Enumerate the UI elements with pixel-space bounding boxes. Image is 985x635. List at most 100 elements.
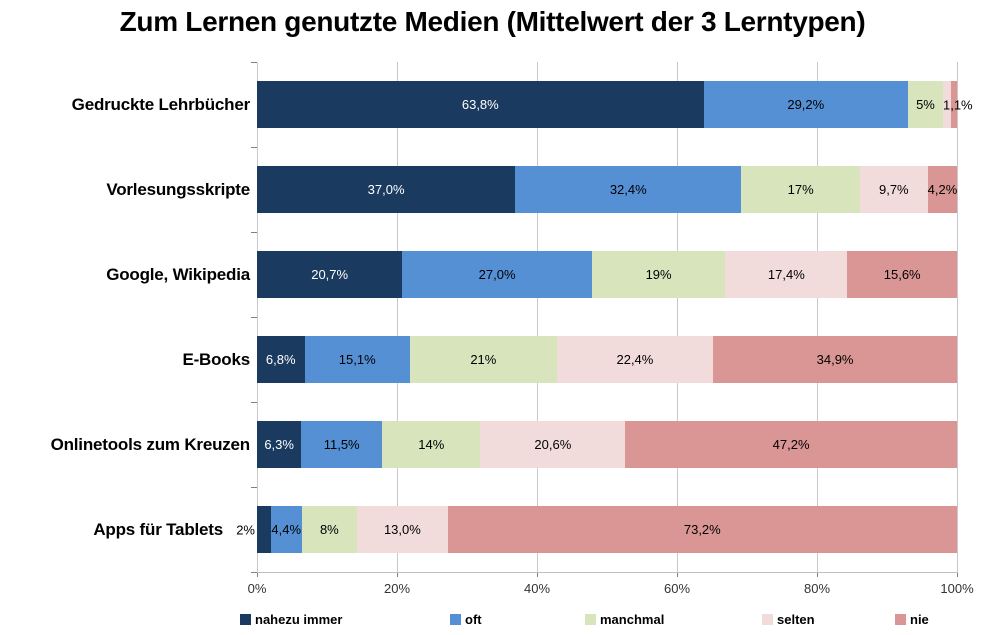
segment-value-label: 8% bbox=[319, 522, 339, 537]
segment-value-label: 37,0% bbox=[367, 182, 405, 197]
bar-segment-selten: 1,1% bbox=[942, 81, 973, 128]
segment-value-label: 32,4% bbox=[609, 182, 647, 197]
category-label-e-books: E-Books bbox=[182, 349, 250, 369]
bar-row-e-books: 6,8% 15,1% 21% 22,4% 34,9% bbox=[257, 336, 957, 383]
y-axis-tick bbox=[251, 487, 257, 488]
segment-value-label: 13,0% bbox=[383, 522, 421, 537]
segment-value-label: 4,2% bbox=[927, 182, 958, 197]
bar-segment-nie: 47,2% bbox=[625, 421, 957, 468]
category-label-vorlesungsskripte: Vorlesungsskripte bbox=[106, 179, 250, 199]
legend-swatch-nahezu-immer bbox=[240, 613, 251, 625]
bar-segment-selten: 9,7% bbox=[859, 166, 928, 213]
legend-swatch-manchmal bbox=[585, 613, 596, 625]
segment-value-label: 15,1% bbox=[338, 352, 376, 367]
bar-segment-nie: 15,6% bbox=[847, 251, 957, 298]
legend-swatch-nie bbox=[895, 613, 906, 625]
legend-item-nie: nie bbox=[895, 611, 929, 627]
x-axis-tick bbox=[397, 572, 398, 577]
bar-segment-nahezu-immer: 6,3% bbox=[257, 421, 302, 468]
bar-segment-selten: 22,4% bbox=[556, 336, 714, 383]
legend-label: oft bbox=[465, 611, 482, 627]
legend-swatch-oft bbox=[450, 613, 461, 625]
legend-label: nahezu immer bbox=[255, 611, 343, 627]
y-axis-tick bbox=[251, 402, 257, 403]
bar-segment-manchmal: 14% bbox=[382, 421, 481, 468]
gridline bbox=[257, 62, 258, 572]
segment-value-label: 63,8% bbox=[461, 97, 499, 112]
segment-value-label: 29,2% bbox=[787, 97, 825, 112]
bar-row-google-wikipedia: 20,7% 27,0% 19% 17,4% 15,6% bbox=[257, 251, 957, 298]
x-axis-tick bbox=[677, 572, 678, 577]
segment-value-label: 17,4% bbox=[767, 267, 805, 282]
bar-row-gedruckte-lehrbücher: 63,8% 29,2% 5% 1,1% bbox=[257, 81, 973, 128]
chart-title: Zum Lernen genutzte Medien (Mittelwert d… bbox=[119, 6, 866, 37]
x-tick-label: 80% bbox=[803, 581, 831, 596]
x-axis-tick bbox=[257, 572, 258, 577]
y-axis-tick bbox=[251, 62, 257, 63]
x-tick-label: 20% bbox=[383, 581, 411, 596]
bar-segment-nahezu-immer: 37,0% bbox=[257, 166, 516, 213]
gridline bbox=[817, 62, 818, 572]
x-tick-label: 60% bbox=[663, 581, 691, 596]
bar-row-vorlesungsskripte: 37,0% 32,4% 17% 9,7% 4,2% bbox=[257, 166, 958, 213]
bar-segment-nahezu-immer: 6,8% bbox=[257, 336, 305, 383]
y-axis-tick bbox=[251, 317, 257, 318]
bar-segment-manchmal: 21% bbox=[409, 336, 557, 383]
x-tick-label: 40% bbox=[523, 581, 551, 596]
bar-segment-manchmal: 8% bbox=[301, 506, 358, 553]
bar-segment-nie bbox=[950, 81, 957, 128]
bar-segment-selten: 13,0% bbox=[357, 506, 448, 553]
legend-swatch-selten bbox=[762, 613, 773, 625]
bar-segment-manchmal: 17% bbox=[741, 166, 860, 213]
segment-value-label: 11,5% bbox=[323, 437, 360, 452]
segment-value-label: 27,0% bbox=[478, 267, 516, 282]
bar-segment-nahezu-immer: 20,7% bbox=[257, 251, 403, 298]
segment-value-label: 6,8% bbox=[265, 352, 296, 367]
bar-segment-nie: 4,2% bbox=[927, 166, 958, 213]
y-axis-tick bbox=[251, 147, 257, 148]
legend-label: selten bbox=[777, 611, 815, 627]
bar-segment-oft: 4,4% bbox=[270, 506, 302, 553]
bar-segment-oft: 27,0% bbox=[402, 251, 592, 298]
category-label-gedruckte-lehrbücher: Gedruckte Lehrbücher bbox=[71, 94, 251, 114]
segment-value-label: 2% bbox=[236, 522, 255, 537]
legend-item-oft: oft bbox=[450, 611, 482, 627]
y-axis-tick bbox=[251, 232, 257, 233]
segment-value-label: 5% bbox=[916, 97, 935, 112]
segment-value-label: 20,6% bbox=[534, 437, 572, 452]
bar-segment-selten: 20,6% bbox=[480, 421, 626, 468]
y-axis-tick bbox=[251, 572, 257, 573]
segment-value-label: 6,3% bbox=[264, 437, 294, 452]
x-axis-tick bbox=[957, 572, 958, 577]
category-label-onlinetools-zum-kreuzen: Onlinetools zum Kreuzen bbox=[50, 434, 251, 454]
segment-value-label: 9,7% bbox=[878, 182, 909, 197]
x-axis-tick bbox=[537, 572, 538, 577]
legend-label: nie bbox=[910, 611, 929, 627]
segment-value-label: 73,2% bbox=[683, 522, 721, 537]
bar-segment-nie: 34,9% bbox=[713, 336, 957, 383]
bar-segment-manchmal: 19% bbox=[591, 251, 726, 298]
bar-segment-oft: 15,1% bbox=[304, 336, 410, 383]
bar-segment-nahezu-immer: 2% bbox=[236, 506, 271, 553]
segment-value-label: 19% bbox=[645, 267, 672, 282]
segment-value-label: 14% bbox=[418, 437, 445, 452]
segment-value-label: 34,9% bbox=[816, 352, 854, 367]
segment-value-label: 20,7% bbox=[311, 267, 349, 282]
segment-value-label: 22,4% bbox=[616, 352, 654, 367]
segment-value-label: 21% bbox=[470, 352, 497, 367]
bar-segment-nahezu-immer: 63,8% bbox=[257, 81, 704, 128]
legend-label: manchmal bbox=[600, 611, 665, 627]
bar-row-apps-für-tablets: 2% 4,4% 8% 13,0% 73,2% bbox=[236, 506, 957, 553]
legend-item-manchmal: manchmal bbox=[585, 611, 664, 627]
gridline bbox=[677, 62, 678, 572]
bar-segment-oft: 11,5% bbox=[301, 421, 383, 468]
x-tick-label: 100% bbox=[940, 581, 974, 596]
legend-item-selten: selten bbox=[762, 611, 815, 627]
gridline bbox=[537, 62, 538, 572]
segment-value-label: 15,6% bbox=[883, 267, 921, 282]
legend-item-nahezu-immer: nahezu immer bbox=[240, 611, 342, 627]
category-label-apps-für-tablets: Apps für Tablets bbox=[93, 519, 223, 539]
x-axis-line bbox=[257, 572, 958, 573]
segment-value-label: 17% bbox=[787, 182, 814, 197]
segment-value-label: 4,4% bbox=[271, 522, 302, 537]
